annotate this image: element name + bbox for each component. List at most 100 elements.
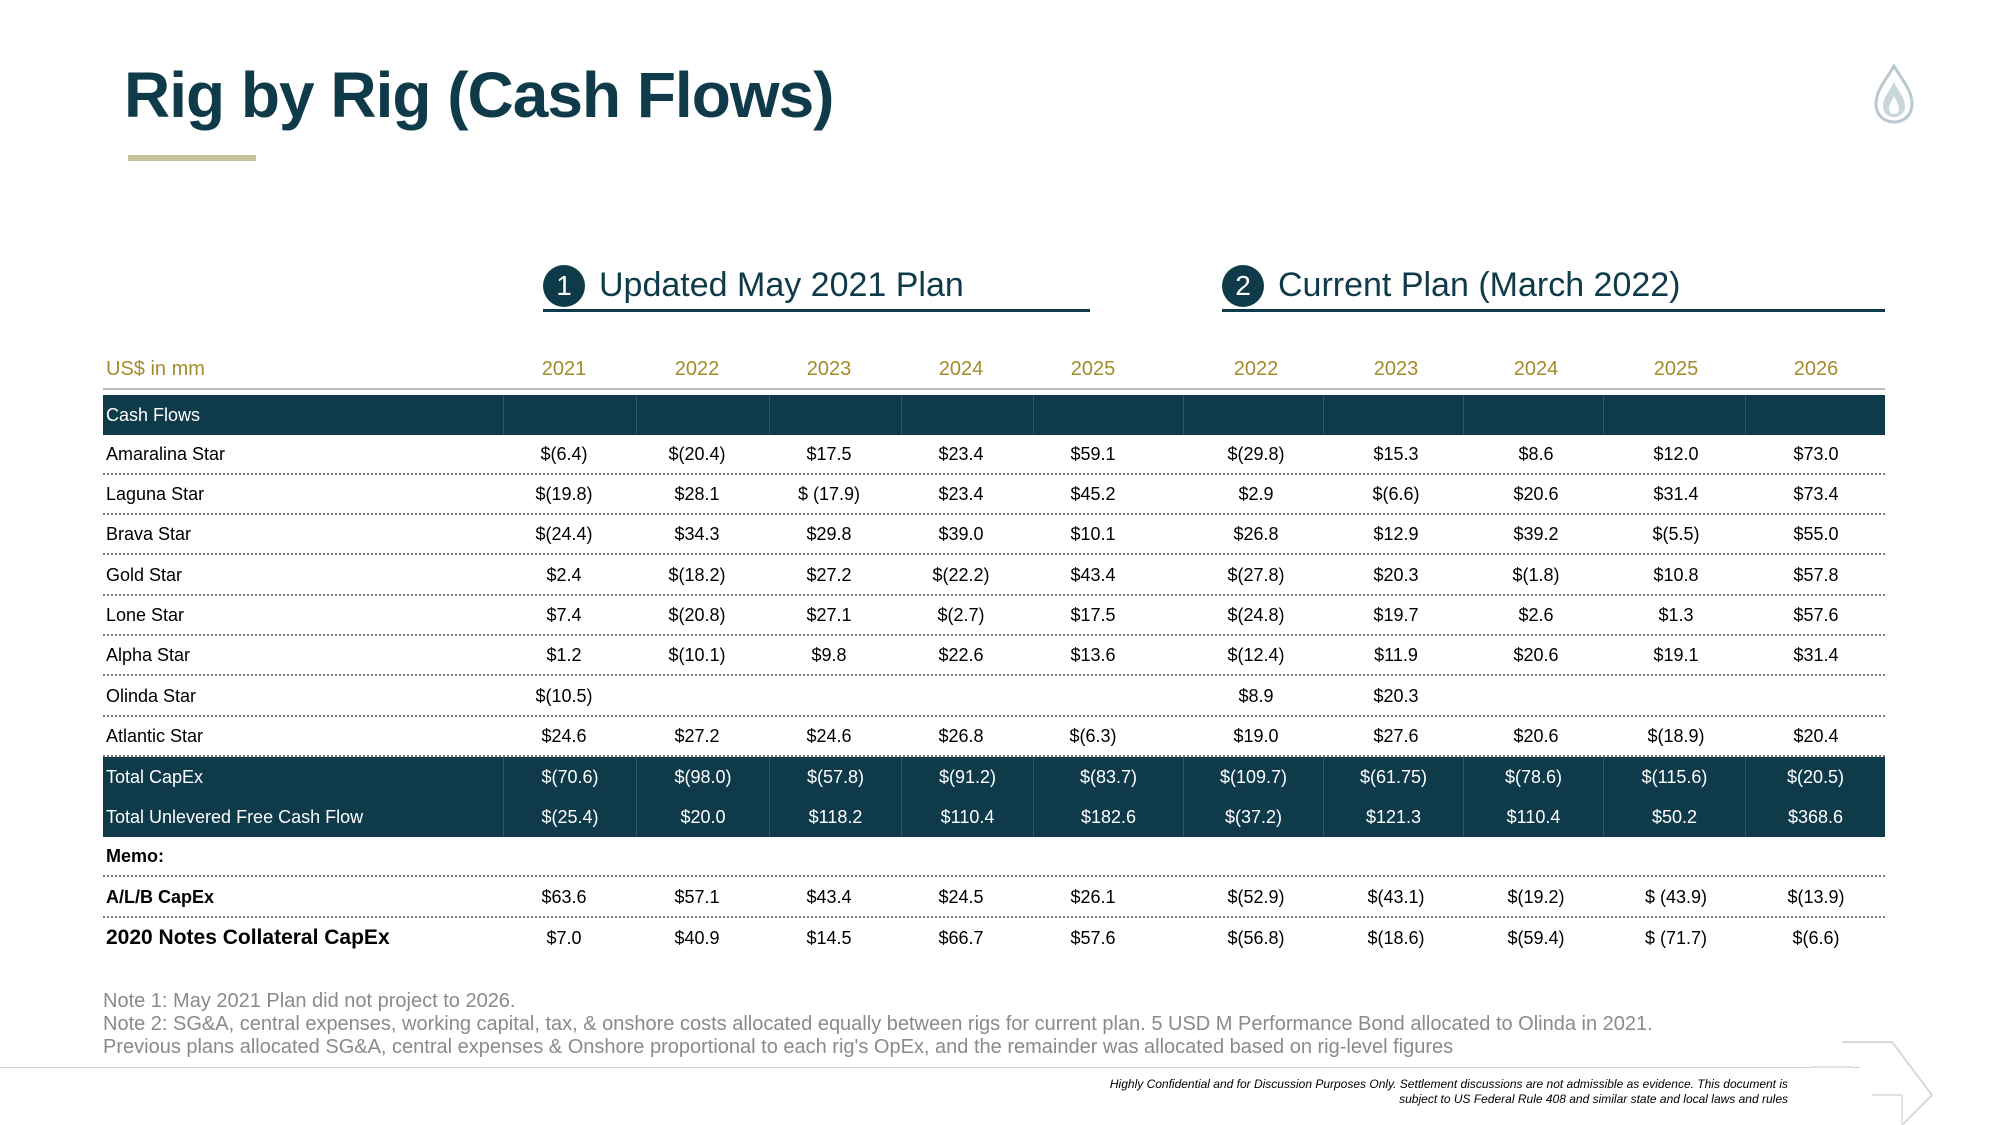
table-cell: $(37.2): [1183, 797, 1323, 837]
row-label: Total CapEx: [106, 766, 204, 787]
table-cell: $(59.4): [1507, 927, 1565, 948]
table-cell: $31.4: [1793, 644, 1839, 665]
section-band-cell: [1323, 395, 1463, 435]
table-cell: $(27.8): [1227, 564, 1285, 585]
table-cell: $40.9: [674, 927, 720, 948]
table-cell: $24.6: [541, 725, 587, 746]
table-cell: [1476, 677, 1596, 715]
table-cell: $ (17.9): [797, 483, 861, 504]
table-cell: $9.8: [811, 644, 847, 665]
table-cell: $28.1: [674, 483, 720, 504]
table-cell: $73.4: [1793, 483, 1839, 504]
table-row: Olinda Star $(10.5) $8.9 $20.3: [103, 677, 1885, 717]
table-cell: $27.1: [806, 604, 852, 625]
table-cell: $ (71.7): [1644, 927, 1708, 948]
table-cell: $110.4: [1463, 797, 1603, 837]
year-header: 2023: [1373, 357, 1419, 380]
page-title: Rig by Rig (Cash Flows): [124, 59, 834, 131]
table-cell: $2.4: [546, 564, 582, 585]
unit-label: US$ in mm: [106, 357, 205, 380]
memo-row: A/L/B CapEx $63.6 $57.1 $43.4 $24.5 $26.1 $(52…: [103, 878, 1885, 918]
year-header: 2022: [674, 357, 720, 380]
table-cell: $368.6: [1745, 797, 1885, 837]
table-cell: $(20.8): [668, 604, 726, 625]
year-header: 2021: [541, 357, 587, 380]
table-cell: $(5.5): [1652, 523, 1700, 544]
table-cell: $20.6: [1513, 725, 1559, 746]
table-cell: $(10.5): [535, 685, 593, 706]
table-cell: $(6.6): [1792, 927, 1840, 948]
table-cell: $11.9: [1374, 644, 1418, 665]
table-cell: $ (43.9): [1644, 886, 1708, 907]
table-cell: $(83.7): [1033, 757, 1183, 797]
table-row: Atlantic Star $24.6 $27.2 $24.6 $26.8 $(6.3) $…: [103, 717, 1885, 757]
table-cell: $26.8: [938, 725, 984, 746]
table-cell: [769, 677, 889, 715]
memo-row: 2020 Notes Collateral CapEx $7.0 $40.9 $14.…: [103, 918, 1885, 958]
plan-number-badge: 2: [1222, 264, 1264, 307]
table-cell: $(18.9): [1647, 725, 1705, 746]
table-cell: $45.2: [1070, 483, 1116, 504]
table-cell: $(13.9): [1787, 886, 1845, 907]
table-cell: $(56.8): [1227, 927, 1285, 948]
plan-header-current-march-2022: 2 Current Plan (March 2022): [1222, 262, 1885, 312]
corner-decoration: [1812, 1041, 1934, 1125]
table-cell: $(57.8): [769, 757, 901, 797]
year-header: 2025: [1653, 357, 1699, 380]
table-cell: $31.4: [1653, 483, 1699, 504]
table-cell: $57.1: [674, 886, 720, 907]
table-row: Lone Star $7.4 $(20.8) $27.1 $(2.7) $17.5 $(24…: [103, 596, 1885, 636]
table-cell: $20.4: [1793, 725, 1839, 746]
table-cell: $(29.8): [1227, 443, 1285, 464]
row-label: Cash Flows: [106, 404, 201, 425]
note-2-continued: Previous plans allocated SG&A, central e…: [103, 1036, 1454, 1058]
footnotes: Note 1: May 2021 Plan did not project to…: [103, 990, 1653, 1059]
table-cell: $1.2: [546, 644, 582, 665]
table-cell: [901, 677, 1021, 715]
section-band-cell: [1183, 395, 1323, 435]
year-header: 2025: [1070, 357, 1116, 380]
section-band-cell: [503, 395, 636, 435]
table-cell: $66.7: [938, 927, 984, 948]
table-cell: $43.4: [806, 886, 852, 907]
table-header-row: US$ in mm 2021 2022 2023 2024 2025 2022 2023 202…: [103, 350, 1885, 390]
section-band-cell: [1033, 395, 1183, 435]
row-label: A/L/B CapEx: [106, 886, 215, 907]
row-label: Total Unlevered Free Cash Flow: [106, 806, 364, 827]
table-cell: $(20.4): [668, 443, 726, 464]
table-row: Amaralina Star $(6.4) $(20.4) $17.5 $23.4 $59…: [103, 435, 1885, 475]
table-cell: $8.6: [1518, 443, 1554, 464]
plan-number-badge: 1: [543, 264, 585, 307]
table-cell: $10.1: [1070, 523, 1116, 544]
note-1: Note 1: May 2021 Plan did not project to…: [103, 990, 516, 1012]
row-label: Lone Star: [106, 604, 185, 625]
table-cell: $(6.4): [540, 443, 588, 464]
row-label: Memo:: [106, 845, 164, 866]
table-cell: $14.5: [806, 927, 852, 948]
table-cell: $39.2: [1513, 523, 1559, 544]
row-label: 2020 Notes Collateral CapEx: [106, 926, 390, 949]
table-cell: $(12.4): [1227, 644, 1285, 665]
table-cell: $19.1: [1653, 644, 1699, 665]
table-cell: $(6.3): [1069, 725, 1117, 746]
section-band-cell: [769, 395, 901, 435]
row-label: Alpha Star: [106, 644, 191, 665]
table-cell: $(20.5): [1745, 757, 1885, 797]
plan-title: Updated May 2021 Plan: [599, 266, 964, 304]
table-cell: [637, 677, 757, 715]
table-row: Gold Star $2.4 $(18.2) $27.2 $(22.2) $43.4 $(2…: [103, 556, 1885, 596]
year-header: 2024: [1513, 357, 1559, 380]
table-cell: $19.7: [1373, 604, 1419, 625]
table-cell: $(10.1): [668, 644, 726, 665]
table-cell: $(1.8): [1512, 564, 1560, 585]
table-cell: $27.6: [1373, 725, 1419, 746]
table-cell: $2.9: [1238, 483, 1274, 504]
note-2: Note 2: SG&A, central expenses, working …: [103, 1013, 1653, 1035]
row-label: Amaralina Star: [106, 443, 226, 464]
section-band-cell: [1603, 395, 1745, 435]
section-band-cash-flows: Cash Flows: [103, 395, 1885, 435]
row-label: Laguna Star: [106, 483, 205, 504]
table-cell: $20.0: [636, 797, 769, 837]
table-cell: $20.3: [1373, 685, 1419, 706]
table-cell: [1756, 677, 1876, 715]
